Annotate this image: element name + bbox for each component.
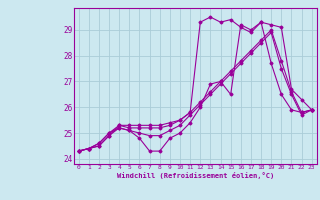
X-axis label: Windchill (Refroidissement éolien,°C): Windchill (Refroidissement éolien,°C) bbox=[116, 172, 274, 179]
